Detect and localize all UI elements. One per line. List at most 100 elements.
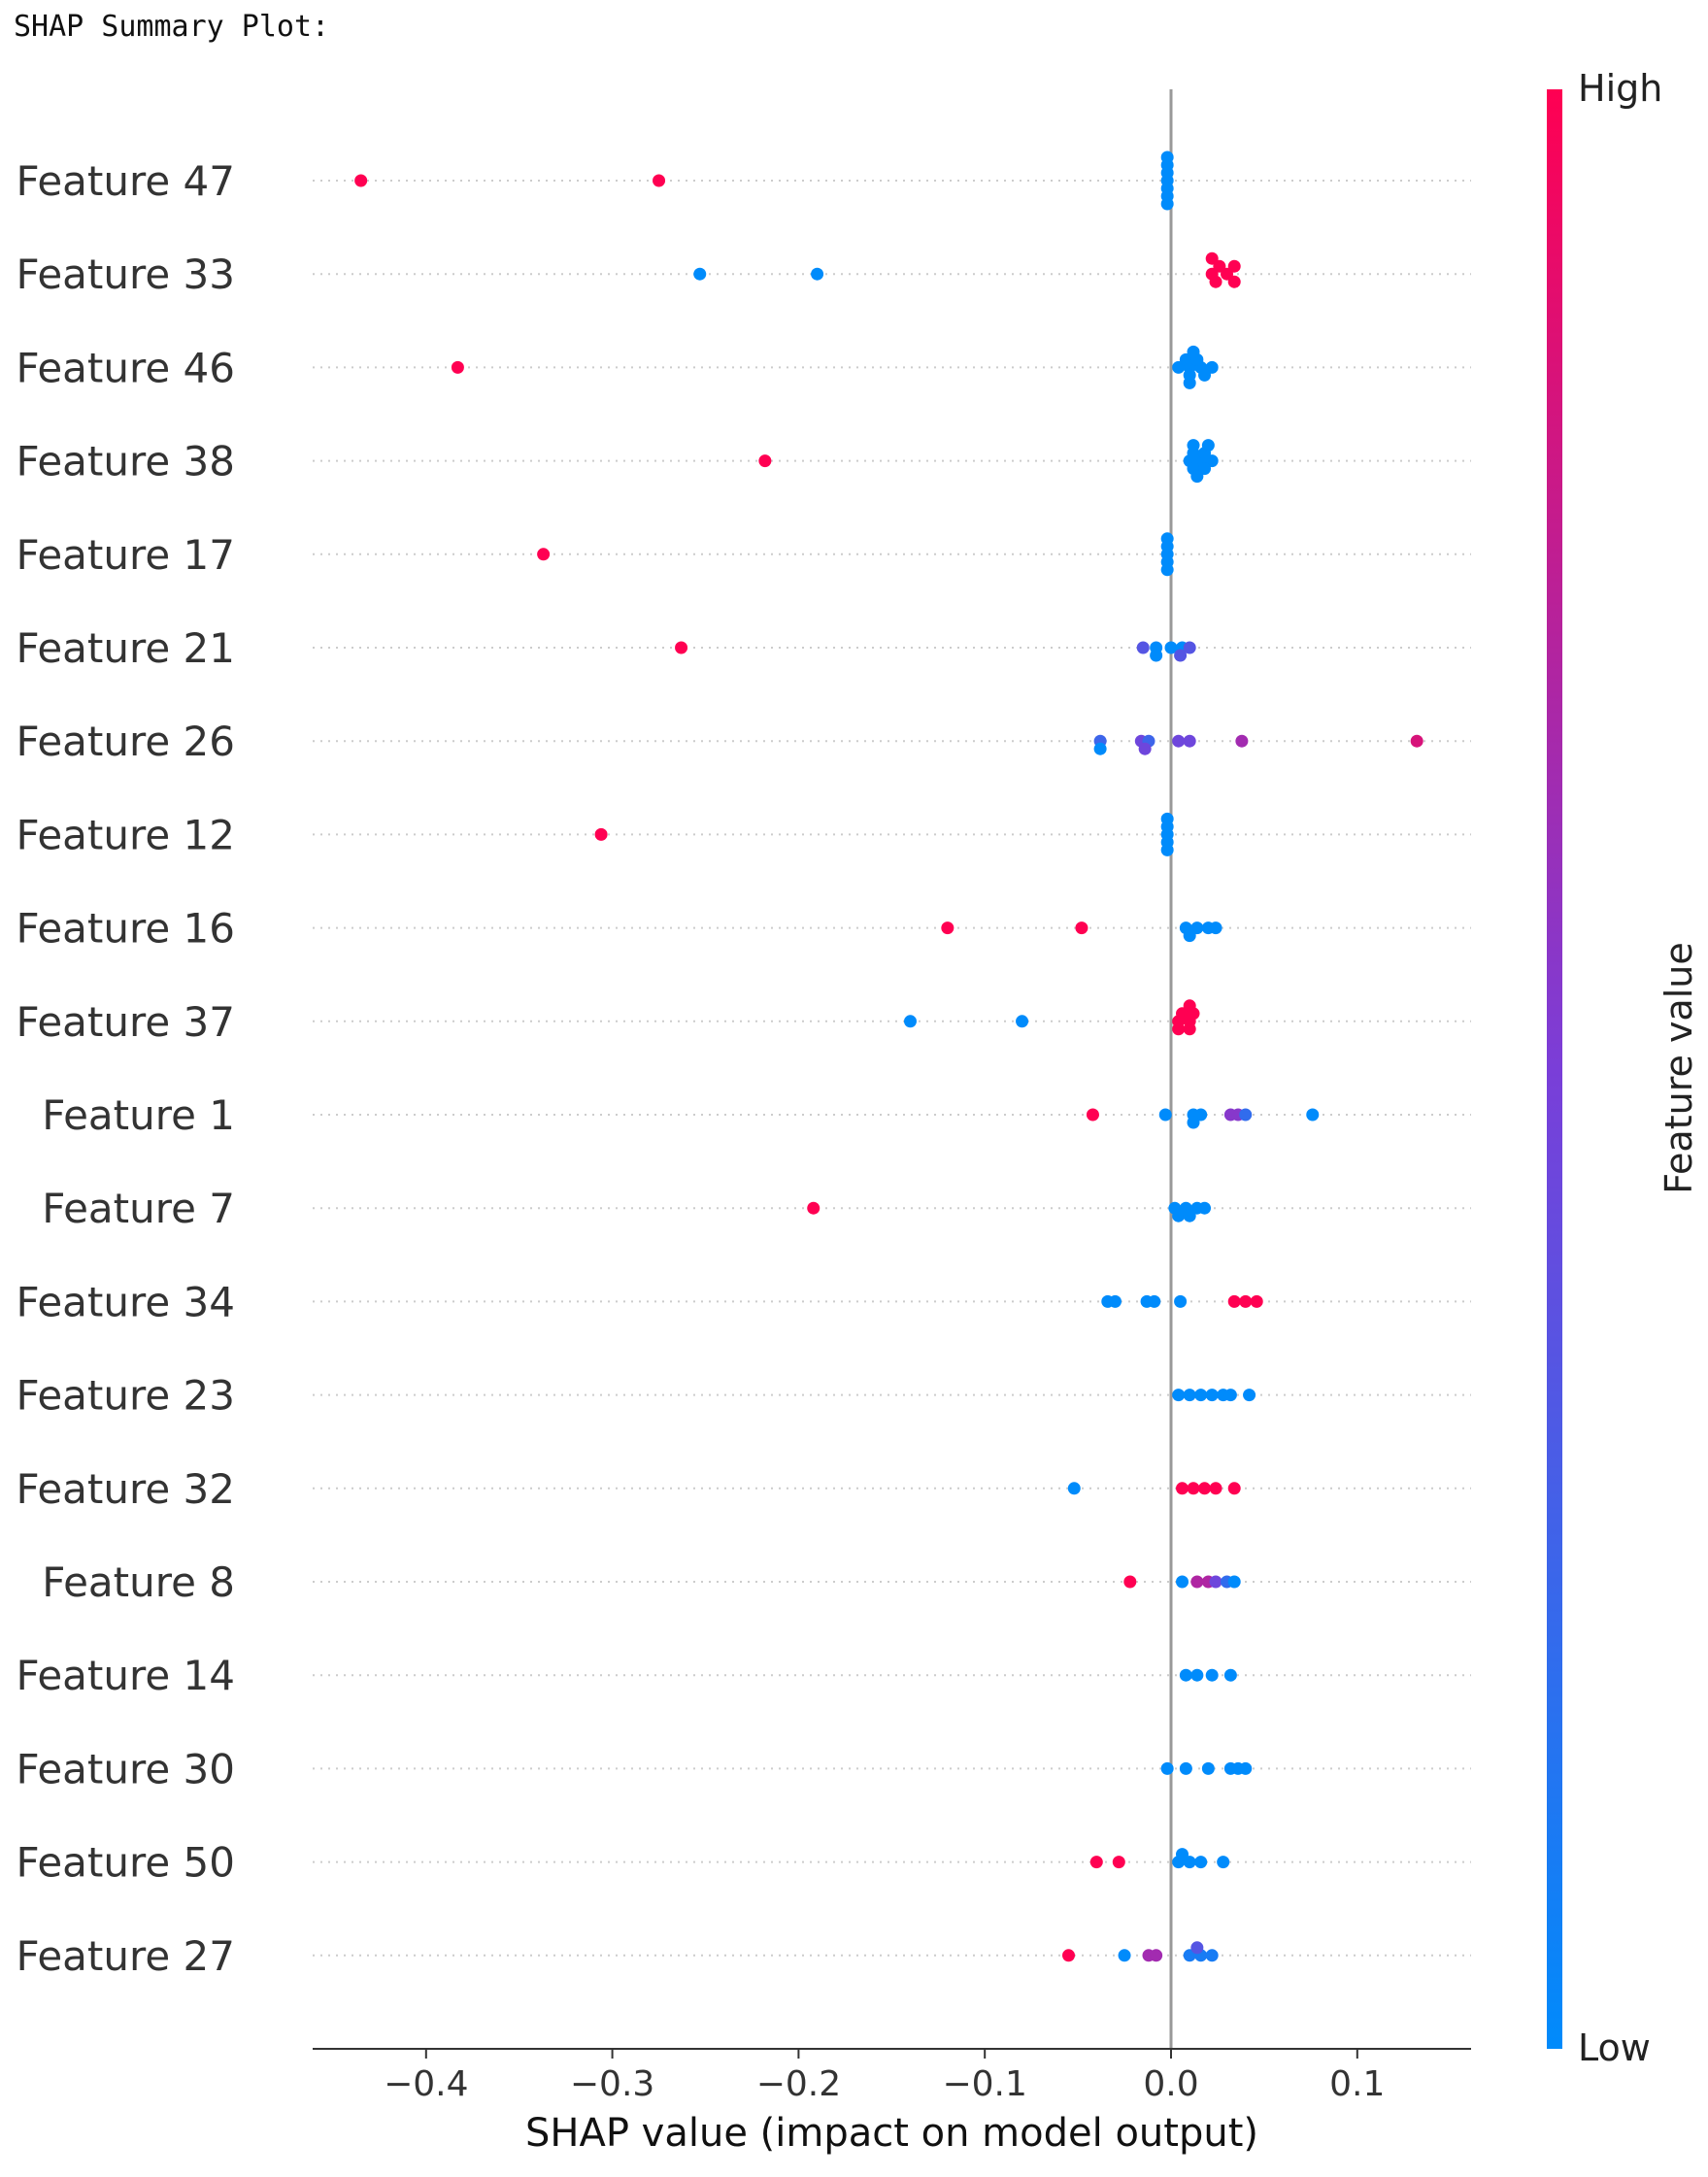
shap-point <box>1160 151 1174 164</box>
shap-point <box>1306 1108 1320 1122</box>
x-axis-title: SHAP value (impact on model output) <box>525 2111 1258 2156</box>
shap-point <box>1086 1108 1099 1122</box>
shap-point <box>1209 275 1222 288</box>
shap-point <box>758 454 772 468</box>
feature-label: Feature 33 <box>16 251 235 298</box>
feature-label: Feature 12 <box>16 811 235 858</box>
shap-point <box>1227 1294 1241 1308</box>
feature-label: Feature 16 <box>16 905 235 953</box>
shap-point <box>1209 1575 1222 1589</box>
shap-point <box>1123 1575 1137 1589</box>
shap-point <box>1187 439 1200 452</box>
feature-label: Feature 46 <box>16 344 235 391</box>
shap-point <box>1410 734 1423 748</box>
shap-point <box>1209 921 1222 935</box>
shap-point <box>1190 1575 1204 1589</box>
shap-point <box>1194 1389 1208 1402</box>
feature-label: Feature 8 <box>42 1558 235 1606</box>
feature-label: Feature 47 <box>16 157 235 205</box>
shap-point <box>1190 1941 1204 1955</box>
x-tick-label: −0.1 <box>942 2064 1026 2104</box>
feature-label: Feature 23 <box>16 1372 235 1420</box>
shap-point <box>811 267 824 281</box>
shap-point <box>1150 1949 1163 1962</box>
shap-point <box>941 921 954 935</box>
shap-point <box>1205 1949 1219 1962</box>
feature-label: Feature 27 <box>16 1932 235 1980</box>
feature-label: Feature 17 <box>16 531 235 579</box>
shap-point <box>594 827 608 841</box>
shap-point <box>1176 1575 1189 1589</box>
colorbar <box>1547 89 1562 2049</box>
x-ticks: −0.4 −0.3 −0.2 −0.1 0.0 0.1 <box>384 2049 1385 2104</box>
shap-point <box>1136 641 1150 654</box>
shap-point <box>1183 999 1196 1013</box>
shap-point <box>1194 1856 1208 1869</box>
shap-point <box>1227 1482 1241 1495</box>
shap-points <box>354 151 1423 1962</box>
shap-point <box>1183 1209 1196 1222</box>
feature-label: Feature 14 <box>16 1652 235 1699</box>
shap-point <box>1138 742 1152 755</box>
shap-point <box>1187 1116 1200 1129</box>
shap-point <box>1160 532 1174 546</box>
feature-label: Feature 1 <box>42 1091 235 1139</box>
shap-point <box>1016 1015 1029 1028</box>
colorbar-low-label: Low <box>1578 2026 1651 2069</box>
shap-point <box>653 174 666 187</box>
output-header: SHAP Summary Plot: <box>14 10 330 44</box>
shap-point <box>1179 1761 1192 1775</box>
shap-point <box>1158 1108 1172 1122</box>
colorbar-high-label: High <box>1578 67 1662 110</box>
shap-point <box>354 174 368 187</box>
colorbar-title: Feature value <box>1658 942 1700 1193</box>
shap-point <box>1183 376 1196 389</box>
shap-point <box>1250 1294 1263 1308</box>
shap-point <box>1150 649 1163 662</box>
shap-point <box>1190 1668 1204 1682</box>
shap-point <box>1172 1209 1186 1222</box>
shap-point <box>1205 1389 1219 1402</box>
shap-point <box>1198 1482 1212 1495</box>
shap-point <box>1176 1848 1189 1861</box>
shap-point <box>1201 1761 1215 1775</box>
shap-point <box>1160 1761 1174 1775</box>
shap-point <box>1067 1482 1081 1495</box>
shap-point <box>903 1015 917 1028</box>
shap-point <box>1239 1108 1253 1122</box>
shap-point <box>1164 641 1178 654</box>
shap-point <box>1174 1294 1188 1308</box>
shap-point <box>675 641 688 654</box>
feature-label: Feature 7 <box>42 1185 235 1232</box>
shap-point <box>1201 439 1215 452</box>
shap-point <box>1223 1389 1237 1402</box>
shap-point <box>1183 1022 1196 1036</box>
x-tick-label: −0.3 <box>570 2064 654 2104</box>
shap-point <box>1198 1201 1212 1215</box>
feature-labels: Feature 47 Feature 33 Feature 46 Feature 38… <box>16 157 235 1980</box>
shap-point <box>1183 929 1196 943</box>
feature-label: Feature 34 <box>16 1278 235 1325</box>
feature-label: Feature 32 <box>16 1465 235 1513</box>
shap-point <box>1089 1856 1103 1869</box>
shap-point <box>1172 734 1186 748</box>
feature-label: Feature 21 <box>16 624 235 672</box>
shap-point <box>1198 368 1212 382</box>
shap-point <box>1205 251 1219 265</box>
shap-point <box>1227 275 1241 288</box>
shap-point <box>451 360 464 374</box>
feature-label: Feature 37 <box>16 998 235 1046</box>
x-tick-label: 0.0 <box>1143 2064 1198 2104</box>
shap-point <box>1187 1482 1200 1495</box>
shap-point <box>1160 563 1174 577</box>
feature-label: Feature 50 <box>16 1839 235 1887</box>
shap-point <box>1174 649 1188 662</box>
shap-point <box>1187 345 1200 358</box>
shap-point <box>1172 1389 1186 1402</box>
shap-point <box>1160 812 1174 825</box>
feature-label: Feature 30 <box>16 1745 235 1792</box>
shap-point <box>1190 470 1204 484</box>
feature-gridlines <box>313 180 1471 1957</box>
shap-point <box>1093 742 1107 755</box>
